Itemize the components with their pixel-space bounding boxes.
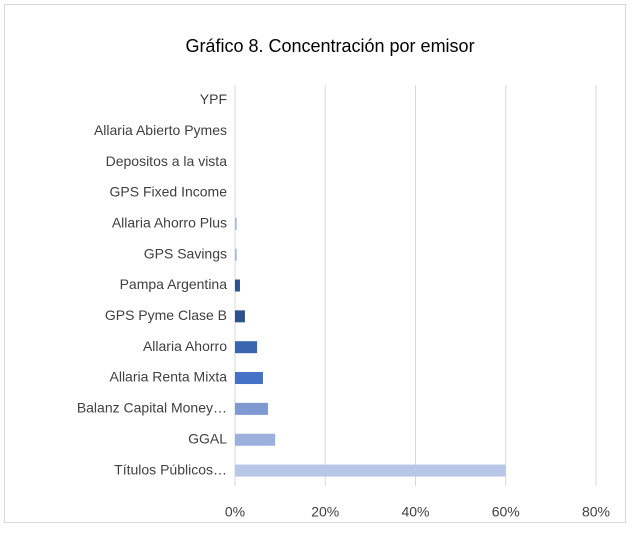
y-tick-label: GPS Fixed Income (110, 184, 228, 200)
chart-frame (5, 5, 626, 523)
chart-title: Gráfico 8. Concentración por emisor (185, 36, 474, 56)
x-tick-label: 80% (582, 504, 610, 520)
y-tick-label: YPF (200, 91, 227, 107)
y-tick-label: Títulos Públicos… (114, 461, 227, 477)
y-tick-label: Allaria Renta Mixta (110, 369, 228, 385)
y-tick-label: Allaria Abierto Pymes (94, 122, 227, 138)
y-tick-label: Allaria Ahorro (143, 338, 227, 354)
bar (235, 310, 245, 322)
bar (235, 403, 268, 415)
bar (235, 434, 275, 446)
y-tick-label: Depositos a la vista (106, 153, 228, 169)
y-tick-label: Allaria Ahorro Plus (112, 215, 227, 231)
y-tick-label: GPS Savings (144, 245, 227, 261)
x-tick-label: 40% (401, 504, 429, 520)
y-tick-label: GGAL (188, 430, 227, 446)
bar (235, 372, 263, 384)
bar (235, 465, 506, 477)
x-tick-label: 20% (311, 504, 339, 520)
y-tick-label: GPS Pyme Clase B (105, 307, 227, 323)
y-tick-label: Pampa Argentina (120, 276, 228, 292)
bar (235, 341, 257, 353)
bar (235, 280, 240, 292)
y-tick-label: Balanz Capital Money… (77, 400, 227, 416)
bar (235, 218, 237, 230)
x-tick-label: 60% (492, 504, 520, 520)
bar (235, 249, 237, 261)
x-tick-label: 0% (225, 504, 245, 520)
